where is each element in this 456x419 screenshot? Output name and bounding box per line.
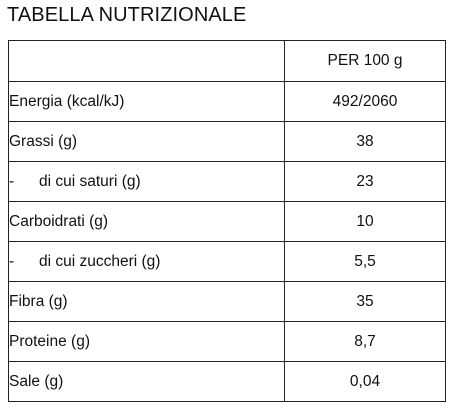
row-value-salt: 0,04 — [284, 361, 446, 402]
sub-item-dash: - — [9, 252, 15, 270]
row-label-sugars-text: di cui zuccheri (g) — [39, 252, 161, 270]
row-label-fiber: Fibra (g) — [8, 281, 285, 322]
row-label-saturated: - di cui saturi (g) — [8, 161, 285, 202]
row-label-energy: Energia (kcal/kJ) — [8, 81, 285, 122]
row-label-carbs: Carboidrati (g) — [8, 201, 285, 242]
table-header-row: PER 100 g — [8, 40, 446, 82]
page-title: TABELLA NUTRIZIONALE — [7, 4, 247, 26]
table-row: - di cui zuccheri (g) 5,5 — [8, 241, 446, 282]
table-row: Energia (kcal/kJ) 492/2060 — [8, 81, 446, 122]
table-row: Sale (g) 0,04 — [8, 361, 446, 402]
row-value-saturated: 23 — [284, 161, 446, 202]
row-value-fiber: 35 — [284, 281, 446, 322]
row-label-protein: Proteine (g) — [8, 321, 285, 362]
row-label-saturated-text: di cui saturi (g) — [39, 172, 141, 190]
row-value-energy: 492/2060 — [284, 81, 446, 122]
row-label-salt: Sale (g) — [8, 361, 285, 402]
row-value-carbs: 10 — [284, 201, 446, 242]
row-value-sugars: 5,5 — [284, 241, 446, 282]
header-empty-cell — [8, 40, 285, 82]
table-row: - di cui saturi (g) 23 — [8, 161, 446, 202]
row-label-sugars: - di cui zuccheri (g) — [8, 241, 285, 282]
sub-item-dash: - — [9, 172, 15, 190]
table-row: Carboidrati (g) 10 — [8, 201, 446, 242]
table-row: Grassi (g) 38 — [8, 121, 446, 162]
row-value-protein: 8,7 — [284, 321, 446, 362]
table-row: Fibra (g) 35 — [8, 281, 446, 322]
header-per-100g: PER 100 g — [284, 40, 446, 82]
row-value-fats: 38 — [284, 121, 446, 162]
table-row: Proteine (g) 8,7 — [8, 321, 446, 362]
nutrition-table: PER 100 g Energia (kcal/kJ) 492/2060 Gra… — [8, 40, 446, 402]
row-label-fats: Grassi (g) — [8, 121, 285, 162]
